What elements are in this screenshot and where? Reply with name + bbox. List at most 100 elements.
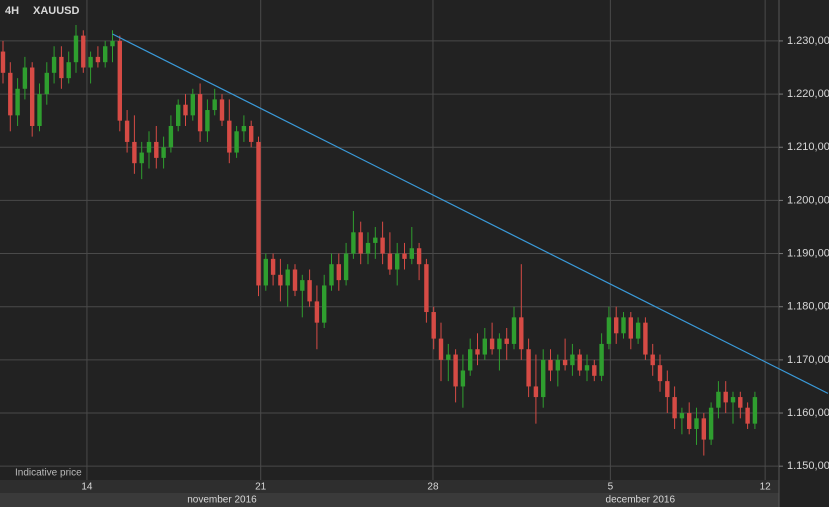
candle-body (533, 386, 539, 398)
candle-body (402, 253, 407, 259)
candle-body (146, 141, 152, 153)
candle-body (687, 413, 692, 429)
candle-body (161, 147, 166, 158)
candle-body (175, 104, 181, 126)
candle-body (548, 359, 553, 371)
candle-body (336, 264, 342, 281)
month-band (0, 493, 779, 507)
candle-body (66, 62, 71, 79)
candle-body (482, 338, 488, 355)
candle-body (380, 237, 385, 254)
candle-body (489, 338, 495, 350)
x-tick-label: 5 (608, 482, 614, 493)
candle-body (621, 317, 626, 334)
candle-body (139, 152, 144, 164)
candle-body (358, 232, 363, 254)
x-tick-label: 21 (255, 482, 267, 493)
trendline (112, 33, 829, 394)
y-tick-label: 1.230,00 (787, 35, 829, 47)
candle-body (102, 46, 108, 63)
candle-body (117, 40, 122, 121)
candle-body (190, 94, 195, 116)
month-label: november 2016 (187, 495, 257, 506)
candle-body (110, 40, 115, 47)
candle-body (519, 317, 524, 350)
y-tick-label: 1.180,00 (787, 301, 829, 313)
annotation: Indicative price (15, 468, 82, 479)
candle-body (541, 359, 546, 398)
candle-body (307, 280, 312, 302)
candle-body (154, 141, 159, 158)
x-axis-band (0, 480, 779, 493)
month-label: december 2016 (606, 495, 676, 506)
candle-body (708, 407, 714, 440)
candle-body (431, 312, 436, 339)
candle-body (504, 338, 509, 344)
candle-body (183, 104, 188, 116)
candle-body (694, 418, 699, 429)
candle-body (562, 359, 568, 366)
candle-body (37, 94, 42, 126)
candle-body (584, 365, 590, 371)
candle-body (438, 338, 444, 360)
candle-body (197, 94, 203, 132)
candle-body (701, 418, 707, 440)
candle-body (497, 338, 502, 350)
y-tick-label: 1.210,00 (787, 141, 829, 153)
candle-body (132, 141, 137, 164)
candle-body (241, 125, 247, 132)
candle-body (256, 141, 261, 286)
candle-body (606, 317, 612, 344)
candle-body (453, 354, 458, 387)
candle-body (599, 343, 604, 376)
candle-body (314, 301, 320, 323)
candle-body (752, 397, 758, 424)
candle-body (285, 269, 290, 286)
candle-body (416, 248, 422, 265)
candle-body (278, 274, 283, 286)
candle-body (475, 349, 480, 355)
candle-body (212, 99, 217, 111)
y-tick-label: 1.190,00 (787, 247, 829, 259)
candle-body (365, 242, 371, 254)
candle-body (526, 349, 531, 387)
candle-body (577, 354, 582, 371)
candle-body (168, 125, 174, 148)
candle-body (270, 258, 276, 275)
x-tick-label: 28 (427, 482, 439, 493)
candle-body (248, 125, 254, 142)
candle-body (730, 397, 736, 403)
candle-body (351, 232, 356, 254)
candle-body (373, 237, 378, 243)
candle-body (88, 56, 93, 68)
candle-body (15, 88, 20, 116)
candle-body (234, 131, 239, 153)
y-tick-label: 1.160,00 (787, 407, 829, 419)
candle-body (679, 413, 685, 419)
candle-body (511, 317, 517, 344)
candle-body (292, 269, 298, 291)
candle-body (51, 56, 57, 73)
candle-body (219, 99, 225, 121)
candle-body (322, 285, 327, 323)
candle-body (227, 120, 232, 153)
candle-body (343, 253, 349, 281)
candle-body (635, 322, 641, 339)
y-tick-label: 1.150,00 (787, 460, 829, 472)
candle-body (468, 349, 473, 371)
candle-body (95, 56, 101, 63)
candle-body (716, 391, 721, 408)
candle-body (570, 354, 575, 366)
candle-body (592, 365, 597, 376)
candle-body (745, 407, 750, 424)
x-tick-label: 14 (81, 482, 93, 493)
candle-body (44, 72, 49, 95)
candle-body (460, 370, 466, 387)
candle-body (672, 397, 677, 419)
candle-body (387, 253, 393, 270)
candle-body (446, 354, 451, 360)
y-tick-label: 1.220,00 (787, 88, 829, 100)
candle-body (657, 365, 663, 382)
candle-body (424, 264, 429, 313)
